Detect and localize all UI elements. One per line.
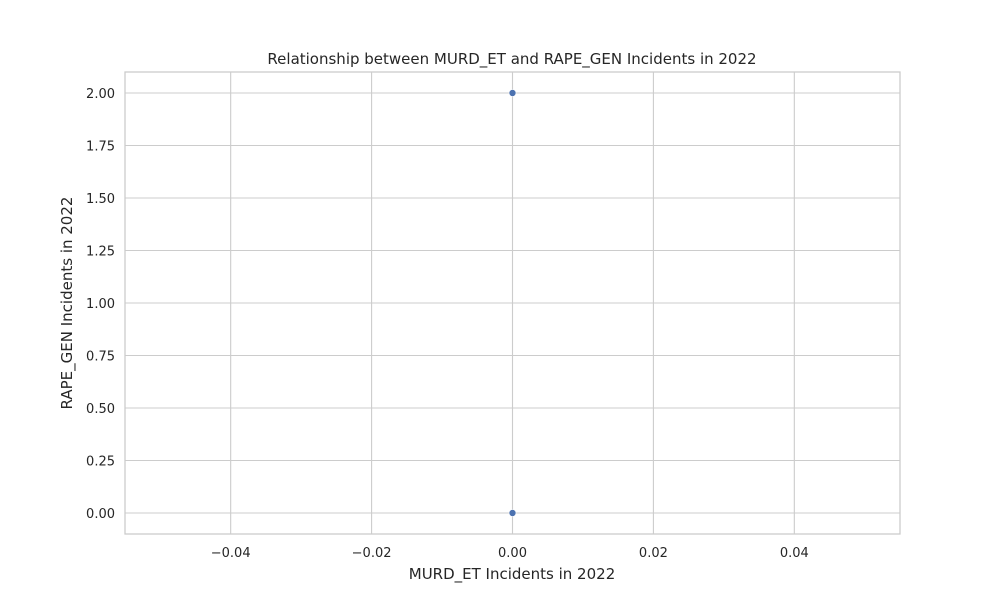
- y-tick-label: 1.75: [86, 140, 115, 155]
- x-tick-labels: −0.04 −0.02 0.00 0.02 0.04: [211, 546, 809, 561]
- y-tick-label: 2.00: [86, 87, 115, 102]
- chart-title: Relationship between MURD_ET and RAPE_GE…: [267, 50, 756, 69]
- x-tick-label: −0.04: [211, 546, 251, 561]
- x-tick-label: 0.04: [780, 546, 809, 561]
- y-tick-label: 0.50: [86, 402, 115, 417]
- x-tick-label: −0.02: [352, 546, 392, 561]
- x-tick-label: 0.00: [498, 546, 527, 561]
- y-tick-label: 0.00: [86, 507, 115, 522]
- data-point: [508, 89, 517, 97]
- data-points: [508, 89, 517, 517]
- y-tick-label: 1.50: [86, 192, 115, 207]
- y-tick-label: 0.25: [86, 455, 115, 470]
- data-point: [508, 509, 517, 517]
- x-axis-label: MURD_ET Incidents in 2022: [409, 565, 615, 584]
- y-tick-label: 0.75: [86, 350, 115, 365]
- x-tick-label: 0.02: [639, 546, 668, 561]
- y-tick-label: 1.25: [86, 245, 115, 260]
- plot-area-frame: [124, 71, 901, 535]
- y-tick-label: 1.00: [86, 297, 115, 312]
- y-axis-label: RAPE_GEN Incidents in 2022: [58, 197, 77, 410]
- grid: [125, 72, 900, 534]
- y-tick-labels: 0.00 0.25 0.50 0.75 1.00 1.25 1.50 1.75 2.00: [86, 87, 115, 522]
